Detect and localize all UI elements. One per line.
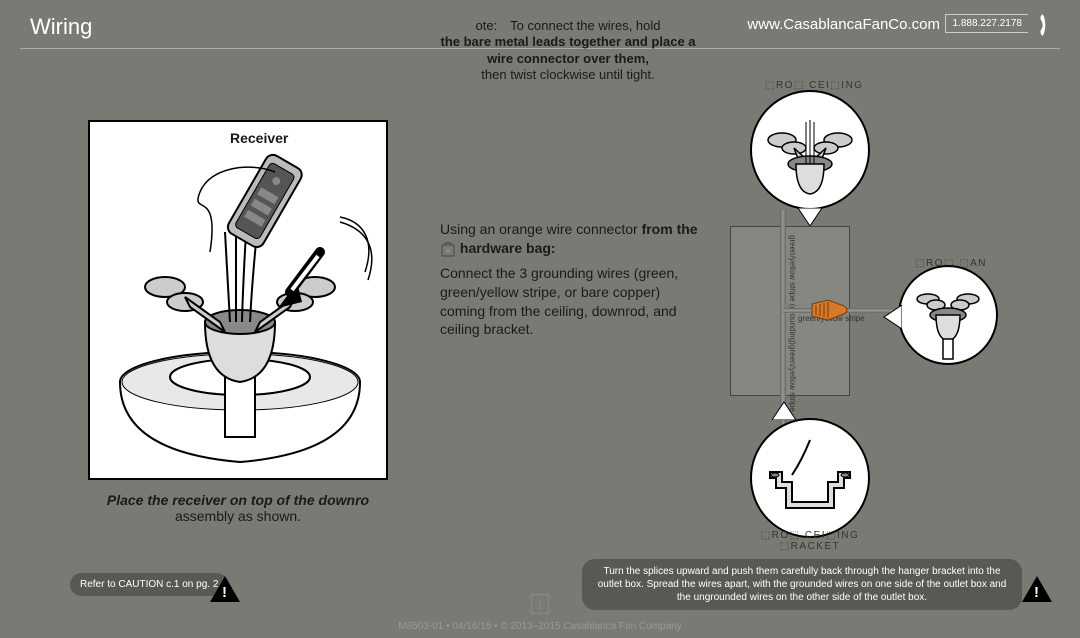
- receiver-label: Receiver: [230, 130, 288, 146]
- arrow-icon: [798, 208, 822, 228]
- warning-triangle-right: !: [1022, 576, 1052, 602]
- ceiling-arc-label: ⬚RO⬚ CEI⬚ING: [765, 80, 864, 91]
- wiring-diagram: ⬚RO⬚ CEI⬚ING green/yellow stripe (ground…: [720, 70, 1050, 560]
- website-url: www.CasablancaFanCo.com: [747, 16, 940, 33]
- instr-p1-bold-a: from the: [642, 221, 698, 237]
- arrow-left-icon: [882, 305, 902, 329]
- wire-connector-icon: [810, 296, 850, 324]
- bracket-arc-label: ⬚RO⬚ CEI⬚ING ⬚RACKET: [740, 530, 880, 552]
- receiver-illustration: [90, 122, 390, 482]
- instruction-text: Using an orange wire connector from the …: [440, 220, 700, 339]
- figure-caption: Place the receiver on top of the downro …: [88, 492, 388, 524]
- phone-number: 1.888.227.2178: [945, 14, 1028, 33]
- page-number: 1: [531, 594, 549, 614]
- note-line3: then twist clockwise until tight.: [481, 67, 654, 82]
- instr-p1-pre: Using an orange wire connector: [440, 221, 642, 237]
- caption-bold: Place the receiver on top of the downro: [107, 492, 369, 508]
- fan-circle: [898, 265, 998, 365]
- wire-label-top: green/yellow stripe (grounding): [788, 235, 797, 345]
- arrow-up-icon: [772, 400, 796, 420]
- receiver-figure: Receiver: [88, 120, 388, 480]
- instr-p2: Connect the 3 grounding wires (green, gr…: [440, 264, 700, 340]
- ceiling-circle: [750, 90, 870, 210]
- fan-arc-label: ⬚RO⬚ ⬚AN: [915, 258, 987, 269]
- note-bold: the bare metal leads together and place …: [440, 34, 695, 65]
- footer-text: M8503-01 • 04/16/15 • © 2013–2015 Casabl…: [0, 621, 1080, 632]
- instr-p1-bold-b: hardware bag:: [456, 240, 556, 256]
- note-line1: ote: To connect the wires, hold: [476, 18, 661, 33]
- caution-left-box: Refer to CAUTION c.1 on pg. 2: [70, 573, 228, 596]
- caution-right-box: Turn the splices upward and push them ca…: [582, 559, 1022, 610]
- caption-rest: assembly as shown.: [175, 508, 301, 524]
- hardware-bag-icon: [440, 241, 456, 257]
- page-title: Wiring: [30, 14, 92, 39]
- warning-triangle-left: !: [210, 576, 240, 602]
- wiring-note: ote: To connect the wires, hold the bare…: [438, 18, 698, 83]
- bracket-circle: [750, 418, 870, 538]
- phone-icon: [1030, 12, 1048, 38]
